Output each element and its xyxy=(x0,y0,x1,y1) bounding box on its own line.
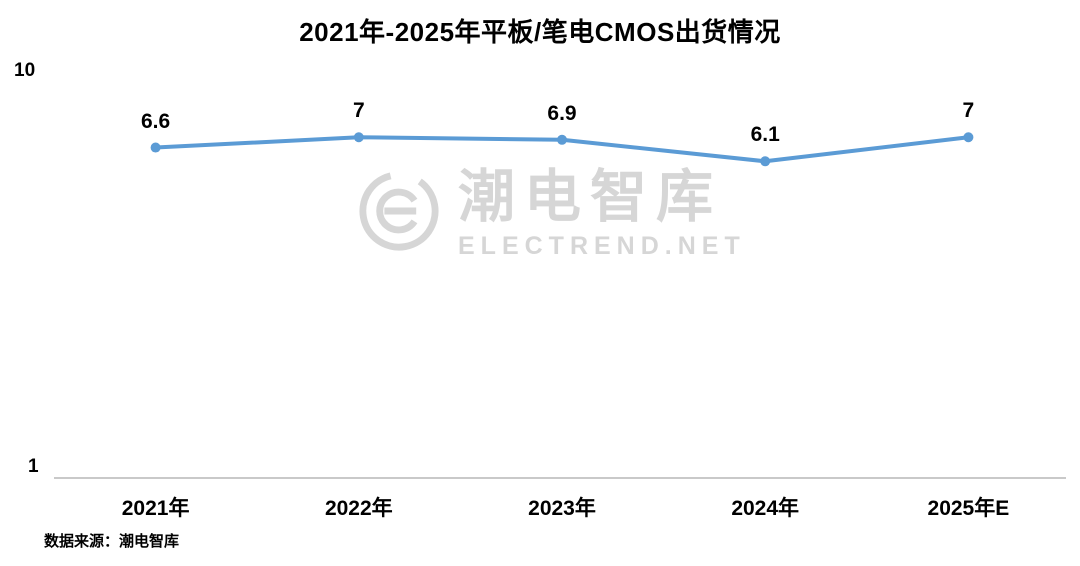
x-axis-label: 2023年 xyxy=(528,497,596,520)
data-point-marker xyxy=(150,142,161,153)
data-source-note: 数据来源：潮电智库 xyxy=(44,534,180,550)
data-label: 7 xyxy=(352,99,365,123)
data-point-marker xyxy=(557,134,567,145)
watermark-text: 潮电智库 ELECTREND.NET xyxy=(458,165,746,261)
x-axis-line xyxy=(54,477,1066,479)
data-point-marker xyxy=(760,156,771,167)
watermark: 潮电智库 ELECTREND.NET xyxy=(356,165,746,261)
y-axis-tick-min: 1 xyxy=(28,456,39,477)
data-point-marker xyxy=(963,132,974,143)
data-label: 6.1 xyxy=(750,123,780,147)
x-axis-label: 2024年 xyxy=(731,497,800,520)
watermark-cn-text: 潮电智库 xyxy=(458,165,722,229)
chart-title: 2021年-2025年平板/笔电CMOS出货情况 xyxy=(299,17,781,47)
watermark-logo-icon xyxy=(359,171,439,251)
data-label: 6.9 xyxy=(547,101,577,125)
x-axis-label: 2022年 xyxy=(324,497,393,520)
x-axis-label: 2025年E xyxy=(927,497,1010,520)
data-point-marker xyxy=(353,132,364,143)
y-axis-tick-max: 10 xyxy=(14,60,36,81)
x-axis-label: 2021年 xyxy=(121,497,190,520)
data-label: 6.6 xyxy=(140,109,171,133)
data-label: 7 xyxy=(962,99,975,123)
watermark-en-text: ELECTREND.NET xyxy=(458,231,746,260)
